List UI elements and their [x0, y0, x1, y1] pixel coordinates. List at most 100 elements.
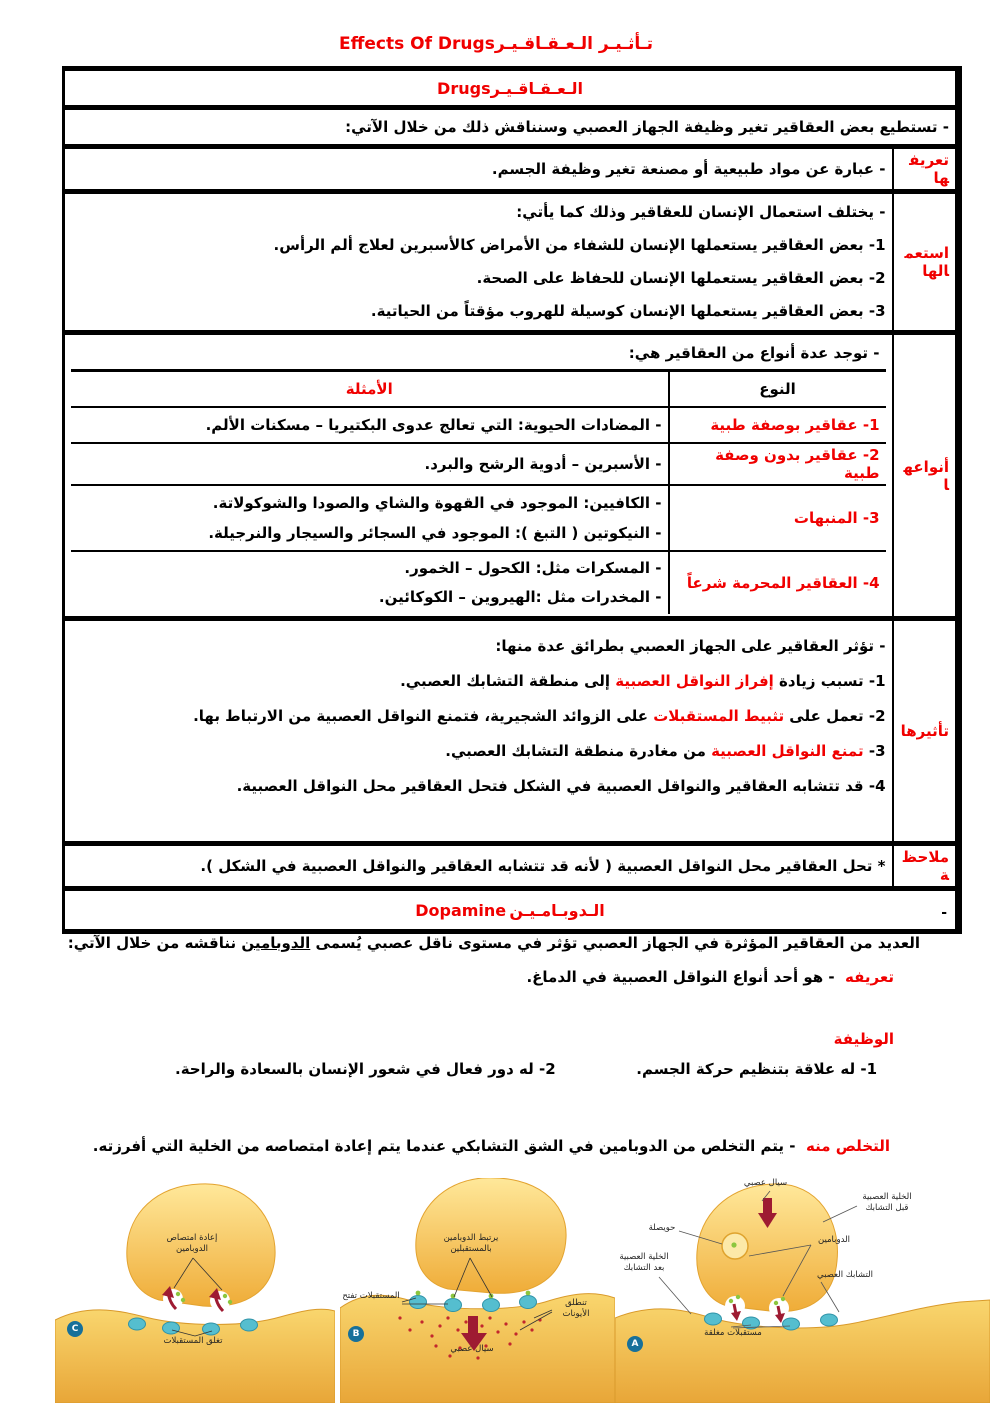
- types-col-examples: الأمثلة: [71, 369, 670, 408]
- effects-intro: - تؤثر العقاقير على الجهاز العصبي بطرائق…: [495, 637, 886, 655]
- definition-label: تعريفها: [891, 144, 960, 194]
- examples-4: - المسكرات مثل: الكحول – الخمور. - المخد…: [71, 550, 670, 614]
- types-col-type: النوع: [667, 369, 886, 408]
- effects-item-3: 3- تمنع النواقل العصبية من مغادرة منطقة …: [71, 734, 886, 769]
- panel-b-badge: B: [348, 1326, 364, 1342]
- page-title-arabic: تـأثـيـر الـعـقـاقـيـر: [494, 34, 653, 54]
- effects-item-2-red: تثبيط المستقبلات: [653, 707, 785, 725]
- drugs-header-cell: الـعـقـاقـيـرDrugs: [62, 66, 960, 110]
- dopamine-disposal-label: التخلص منه: [805, 1137, 890, 1155]
- label-vesicle: حويصلة: [648, 1223, 676, 1233]
- drugs-header-row: الـعـقـاقـيـرDrugs: [62, 66, 960, 110]
- examples-2: - الأسبرين – أدوية الرشح والبرد.: [71, 442, 670, 486]
- label-nerve-signal-a: سيال عصبي: [743, 1178, 788, 1188]
- effects-item-1: 1- تسبب زيادة إفراز النواقل العصبية إلى …: [71, 664, 886, 699]
- dopamine-definition: تعريفه - هو أحد أنواع النواقل العصبية في…: [526, 968, 894, 986]
- label-presynaptic-cell: الخلية العصبية قبل التشابك: [862, 1192, 912, 1213]
- label-ions-released: تنطلق الأيونات: [562, 1298, 590, 1319]
- effects-item-2-pre: 2- تعمل على: [784, 707, 886, 725]
- dopamine-header-arabic: الـدوبـامـيـن: [509, 900, 605, 920]
- uses-item-3: 3- بعض العقاقير يستعملها الإنسان كوسيلة …: [370, 302, 886, 320]
- dopamine-function-1: 1- له علاقة بتنظيم حركة الجسم.: [636, 1060, 877, 1078]
- types-content: - توجد عدة أنواع من العقاقير هي: النوع ا…: [62, 330, 894, 621]
- page-title: تـأثـيـر الـعـقـاقـيـرEffects Of Drugs: [0, 34, 992, 54]
- drugs-intro-cell: - تستطيع بعض العقاقير تغير وظيفة الجهاز …: [62, 105, 960, 149]
- definition-row: تعريفها - عبارة عن مواد طبيعية أو مصنعة …: [62, 144, 960, 194]
- synapse-diagram-b-art: [339, 1177, 616, 1404]
- label-receptors-close: تغلق المستقبلات: [163, 1336, 223, 1346]
- effects-item-3-pre: 3-: [863, 742, 886, 760]
- dopamine-header-english: Dopamine: [415, 900, 507, 920]
- dopamine-intro-post: نناقشه من خلال الآتي:: [67, 934, 242, 952]
- dopamine-intro: العديد من العقاقير المؤثرة في الجهاز الع…: [68, 934, 920, 952]
- dopamine-definition-text: - هو أحد أنواع النواقل العصبية في الدماغ…: [526, 968, 835, 986]
- synapse-diagram-c: إعادة امتصاص الدوبامين تغلق المستقبلات C: [54, 1178, 336, 1404]
- label-synapse: التشابك العصبي: [817, 1270, 873, 1280]
- label-dopamine-binds: يرتبط الدوبامين بالمستقبلين: [443, 1233, 499, 1254]
- drugs-header-english: Drugs: [437, 78, 491, 98]
- drugs-intro-row: - تستطيع بعض العقاقير تغير وظيفة الجهاز …: [62, 105, 960, 149]
- type-3: 3- المنبهات: [667, 484, 886, 552]
- effects-row: تأثيرها - تؤثر العقاقير على الجهاز العصب…: [62, 616, 960, 846]
- uses-row: استعمالها - يختلف استعمال الإنسان للعقاق…: [62, 189, 960, 335]
- types-intro: - توجد عدة أنواع من العقاقير هي:: [628, 344, 880, 362]
- dopamine-intro-term: الدوبامين: [241, 934, 311, 952]
- types-row-4: 4- العقاقير المحرمة شرعاً - المسكرات مثل…: [71, 550, 886, 614]
- dopamine-disposal: التخلص منه - يتم التخلص من الدوبامين في …: [93, 1137, 890, 1155]
- stray-dash: -: [941, 905, 947, 921]
- label-postsynaptic-cell: الخلية العصبية بعد التشابك: [619, 1252, 669, 1273]
- label-receptors-open: المستقبلات تفتح: [342, 1291, 400, 1301]
- effects-item-4: 4- قد تتشابه العقاقير والنواقل العصبية ف…: [71, 769, 886, 804]
- label-dopamine: الدوبامين: [817, 1235, 851, 1245]
- dopamine-disposal-text: - يتم التخلص من الدوبامين في الشق التشاب…: [92, 1137, 796, 1155]
- label-closed-receptors-a: مستقبلات مغلقة: [704, 1328, 762, 1338]
- definition-text: - عبارة عن مواد طبيعية أو مصنعة تغير وظي…: [62, 144, 894, 194]
- effects-item-1-red: إفراز النواقل العصبية: [615, 672, 774, 690]
- dopamine-definition-label: تعريفه: [845, 968, 894, 986]
- types-header-row: النوع الأمثلة: [71, 369, 886, 408]
- uses-content: - يختلف استعمال الإنسان للعقاقير وذلك كم…: [62, 189, 894, 335]
- types-table: النوع الأمثلة 1- عقاقير بوصفة طبية - الم…: [71, 369, 886, 614]
- synapse-diagram-c-art: [54, 1183, 336, 1404]
- uses-item-1: 1- بعض العقاقير يستعملها الإنسان للشفاء …: [273, 236, 886, 254]
- effects-item-1-post: إلى منطقة التشابك العصبي.: [400, 672, 616, 690]
- panel-c-badge: C: [67, 1321, 83, 1337]
- types-row: أنواعها - توجد عدة أنواع من العقاقير هي:…: [62, 330, 960, 621]
- examples-4-line-2: - المخدرات مثل :الهيروين – الكوكائين.: [378, 588, 662, 606]
- dopamine-header-row: الـدوبـامـيـن Dopamine: [62, 886, 960, 934]
- uses-label: استعمالها: [891, 189, 960, 335]
- effects-item-1-pre: 1- تسبب زيادة: [773, 672, 886, 690]
- type-2: 2- عقاقير بدون وصفة طبية: [667, 442, 886, 486]
- note-label: ملاحظة: [891, 841, 960, 891]
- dopamine-header-cell: الـدوبـامـيـن Dopamine: [62, 886, 960, 934]
- examples-3-line-1: - الكافيين: الموجود في القهوة والشاي وال…: [212, 494, 662, 512]
- page-title-english: Effects Of Drugs: [339, 34, 495, 54]
- effects-item-3-post: من مغادرة منطقة التشابك العصبي.: [445, 742, 712, 760]
- uses-intro: - يختلف استعمال الإنسان للعقاقير وذلك كم…: [516, 203, 886, 221]
- label-dopamine-reuptake: إعادة امتصاص الدوبامين: [166, 1233, 218, 1254]
- uses-item-2: 2- بعض العقاقير يستعملها الإنسان للحفاظ …: [476, 269, 886, 287]
- effects-label: تأثيرها: [891, 616, 960, 846]
- examples-4-line-1: - المسكرات مثل: الكحول – الخمور.: [404, 559, 662, 577]
- panel-a-badge: A: [627, 1336, 643, 1352]
- effects-item-4-pre: 4- قد تتشابه العقاقير والنواقل العصبية ف…: [236, 777, 886, 795]
- effects-item-3-red: تمنع النواقل العصبية: [711, 742, 864, 760]
- effects-item-2-post: على الزوائد الشجيرية، فتمنع النواقل العص…: [193, 707, 654, 725]
- examples-3-line-2: - النيكوتين ( التبغ ): الموجود في السجائ…: [208, 524, 662, 542]
- type-4: 4- العقاقير المحرمة شرعاً: [667, 550, 886, 614]
- examples-3: - الكافيين: الموجود في القهوة والشاي وال…: [71, 484, 670, 552]
- label-nerve-signal-b: سيال عصبي: [450, 1344, 494, 1354]
- type-1: 1- عقاقير بوصفة طبية: [667, 406, 886, 444]
- types-label: أنواعها: [891, 330, 960, 621]
- effects-item-2: 2- تعمل على تثبيط المستقبلات على الزوائد…: [71, 699, 886, 734]
- synapse-diagram-a: سيال عصبي الخلية العصبية قبل التشابك حوي…: [614, 1178, 991, 1404]
- note-row: ملاحظة * تحل العقاقير محل النواقل العصبي…: [62, 841, 960, 891]
- drugs-table: الـعـقـاقـيـرDrugs - تستطيع بعض العقاقير…: [62, 66, 962, 934]
- types-row-2: 2- عقاقير بدون وصفة طبية - الأسبرين – أد…: [71, 442, 886, 486]
- effects-content: - تؤثر العقاقير على الجهاز العصبي بطرائق…: [62, 616, 894, 846]
- dopamine-intro-pre: العديد من العقاقير المؤثرة في الجهاز الع…: [310, 934, 920, 952]
- dopamine-function-2: 2- له دور فعال في شعور الإنسان بالسعادة …: [175, 1060, 556, 1078]
- synapse-diagram-b: يرتبط الدوبامين بالمستقبلين المستقبلات ت…: [339, 1177, 616, 1404]
- note-text: * تحل العقاقير محل النواقل العصبية ( لأن…: [62, 841, 894, 891]
- examples-1: - المضادات الحيوية: التي تعالج عدوى البك…: [71, 406, 670, 444]
